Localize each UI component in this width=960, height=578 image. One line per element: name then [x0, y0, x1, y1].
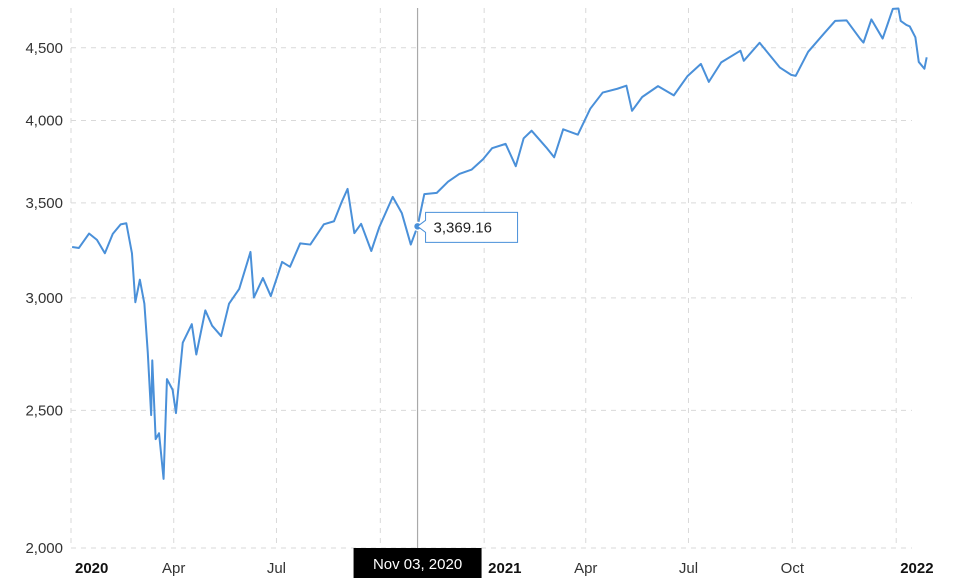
- series-layer: [71, 7, 928, 480]
- y-tick-label: 2,000: [25, 540, 63, 557]
- y-axis-tick-labels: 2,000 2,500 3,000 3,500 4,000 4,500: [25, 40, 63, 557]
- x-gridlines: [70, 8, 897, 548]
- crosshair-layer: 3,369.16 Nov 03, 2020: [353, 8, 519, 578]
- series-line: [71, 7, 928, 480]
- x-tick-label: 2022: [900, 560, 933, 577]
- x-tick-label: 2021: [488, 560, 521, 577]
- y-tick-label: 3,500: [25, 195, 63, 212]
- tooltip-box: [416, 211, 519, 243]
- x-tick-label: 2020: [75, 560, 108, 577]
- y-tick-label: 3,000: [25, 290, 63, 307]
- y-gridlines: [71, 47, 912, 549]
- x-tick-label: Apr: [574, 560, 597, 577]
- x-tick-label: Jul: [679, 560, 698, 577]
- date-flag-box: [353, 548, 482, 578]
- x-axis-tick-labels: 2020AprJulOct2021AprJulOct2022: [75, 560, 934, 577]
- x-tick-label: Jul: [267, 560, 286, 577]
- date-flag-label: Nov 03, 2020: [373, 556, 462, 573]
- x-tick-label: Oct: [781, 560, 805, 577]
- tooltip-value: 3,369.16: [434, 219, 492, 236]
- y-tick-label: 4,000: [25, 112, 63, 129]
- y-tick-label: 4,500: [25, 40, 63, 57]
- x-tick-label: Apr: [162, 560, 185, 577]
- y-tick-label: 2,500: [25, 402, 63, 419]
